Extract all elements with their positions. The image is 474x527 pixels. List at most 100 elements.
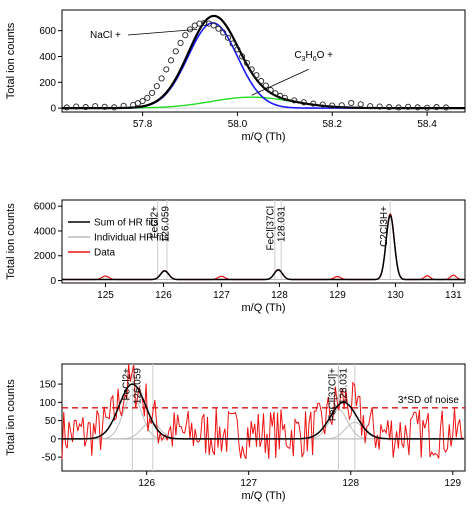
- x-tick-label: 129: [444, 478, 461, 489]
- data-marker: [329, 102, 336, 109]
- y-tick-label: 600: [39, 26, 56, 37]
- data-marker: [239, 53, 246, 60]
- data-marker: [149, 89, 156, 96]
- peak-label: 128.031: [338, 368, 349, 405]
- series-individual-fit: [62, 270, 465, 281]
- y-tick-label: 2000: [34, 251, 57, 262]
- data-marker: [210, 22, 217, 29]
- x-tick-label: 58.4: [417, 119, 437, 130]
- data-marker: [405, 103, 412, 110]
- data-marker: [395, 104, 402, 111]
- panel-top: 57.8 58.0 58.2 58.4 0 200 400 600 m/Q (Th) Tota…: [5, 9, 466, 143]
- x-tick-label: 131: [445, 290, 462, 301]
- x-tick-label: 126: [138, 478, 155, 489]
- plot-frame: [61, 199, 466, 284]
- y-tick-label: 150: [39, 380, 56, 391]
- data-marker: [243, 59, 250, 66]
- series-nacl-fit: [62, 22, 465, 109]
- series-sum-fit: [62, 213, 465, 281]
- data-marker: [272, 90, 279, 97]
- panel-middle: 125 126 127 128 129 130 131 0 2000 4000 6000 FeCl2…: [5, 199, 466, 314]
- data-marker: [167, 57, 175, 64]
- tick-labels: 57.8 58.0 58.2 58.4 0 200 400 600: [39, 26, 437, 130]
- data-marker: [433, 104, 440, 111]
- y-tick-label: 0: [50, 104, 56, 115]
- data-marker: [258, 77, 265, 85]
- peak-label: FeCl2+: [150, 206, 161, 239]
- tick-labels: 125 126 127 128 129 130 131 0 2000 4000 6000: [34, 202, 462, 301]
- data-marker: [291, 97, 298, 104]
- data-marker: [367, 103, 374, 110]
- data-marker: [267, 87, 274, 94]
- y-tick-label: 50: [45, 416, 57, 427]
- y-tick-label: 0: [50, 276, 56, 287]
- x-tick-label: 58.2: [323, 119, 343, 130]
- tick-marks: [58, 30, 428, 116]
- y-tick-label: 4000: [34, 226, 57, 237]
- series-individual-fit: [62, 269, 465, 281]
- plot-frame: [61, 9, 466, 113]
- x-tick-label: 57.8: [133, 119, 153, 130]
- peak-labels: FeCl2+ 126.059 FeCl[37Cl 128.031 C2Cl3H+: [150, 206, 391, 251]
- series-group: [62, 14, 465, 111]
- series-sum-fit: [62, 14, 465, 110]
- x-tick-label: 130: [387, 290, 404, 301]
- data-marker: [442, 104, 450, 111]
- y-tick-label: 100: [39, 398, 56, 409]
- data-marker: [177, 39, 184, 46]
- data-marker: [319, 101, 326, 108]
- x-tick-label: 128: [342, 478, 359, 489]
- x-axis-label: m/Q (Th): [242, 490, 286, 502]
- series-sum-fit: [62, 383, 464, 440]
- y-axis-label: Total ion counts: [5, 203, 17, 280]
- annotation-leader: [127, 28, 198, 36]
- x-tick-label: 125: [97, 290, 114, 301]
- data-marker: [134, 100, 141, 107]
- data-marker: [338, 102, 345, 109]
- data-marker: [300, 99, 307, 106]
- data-marker: [248, 66, 255, 73]
- legend-entry: Individual HR fits: [94, 233, 169, 244]
- data-marker: [182, 32, 189, 39]
- data-marker: [253, 72, 260, 79]
- data-marker: [376, 103, 383, 110]
- annotation-leader: [251, 69, 309, 96]
- y-tick-label: 400: [39, 52, 56, 63]
- data-marker: [101, 103, 108, 110]
- annotation-nacl: NaCl +: [90, 30, 121, 41]
- data-marker: [139, 97, 146, 105]
- data-marker: [215, 25, 222, 32]
- data-marker: [186, 26, 194, 33]
- y-tick-label: 200: [39, 78, 56, 89]
- data-marker: [163, 66, 170, 73]
- data-marker: [224, 34, 231, 41]
- tick-marks: [58, 205, 454, 287]
- x-tick-label: 126: [155, 290, 172, 301]
- x-tick-label: 128: [271, 290, 288, 301]
- tick-labels: 126 127 128 129 -50 0 50 100 150: [39, 380, 461, 489]
- data-marker: [262, 82, 269, 89]
- data-marker: [281, 94, 288, 101]
- plot-frame: [61, 363, 466, 472]
- data-marker: [120, 102, 127, 109]
- data-marker: [348, 99, 355, 107]
- data-marker: [234, 46, 241, 53]
- data-marker: [82, 104, 89, 111]
- y-axis-label: Total ion counts: [5, 379, 17, 456]
- data-marker: [153, 83, 160, 90]
- threshold-label: 3*SD of noise: [398, 395, 460, 406]
- peak-labels: FeCl2+ 126.059 FeCl[37Cl]+ 128.031: [121, 368, 349, 422]
- data-marker: [144, 94, 151, 101]
- legend-entry: Sum of HR fits: [94, 218, 158, 229]
- peak-label: 128.031: [277, 206, 288, 243]
- legend: Sum of HR fits Individual HR fits Data: [68, 218, 169, 259]
- data-marker: [220, 29, 227, 36]
- series-data: [61, 363, 464, 460]
- x-axis-label: m/Q (Th): [242, 302, 286, 314]
- data-marker: [414, 104, 421, 111]
- data-marker: [386, 104, 393, 111]
- data-marker: [92, 103, 99, 110]
- data-marker: [310, 100, 317, 107]
- peak-label: C2Cl3H+: [379, 206, 390, 247]
